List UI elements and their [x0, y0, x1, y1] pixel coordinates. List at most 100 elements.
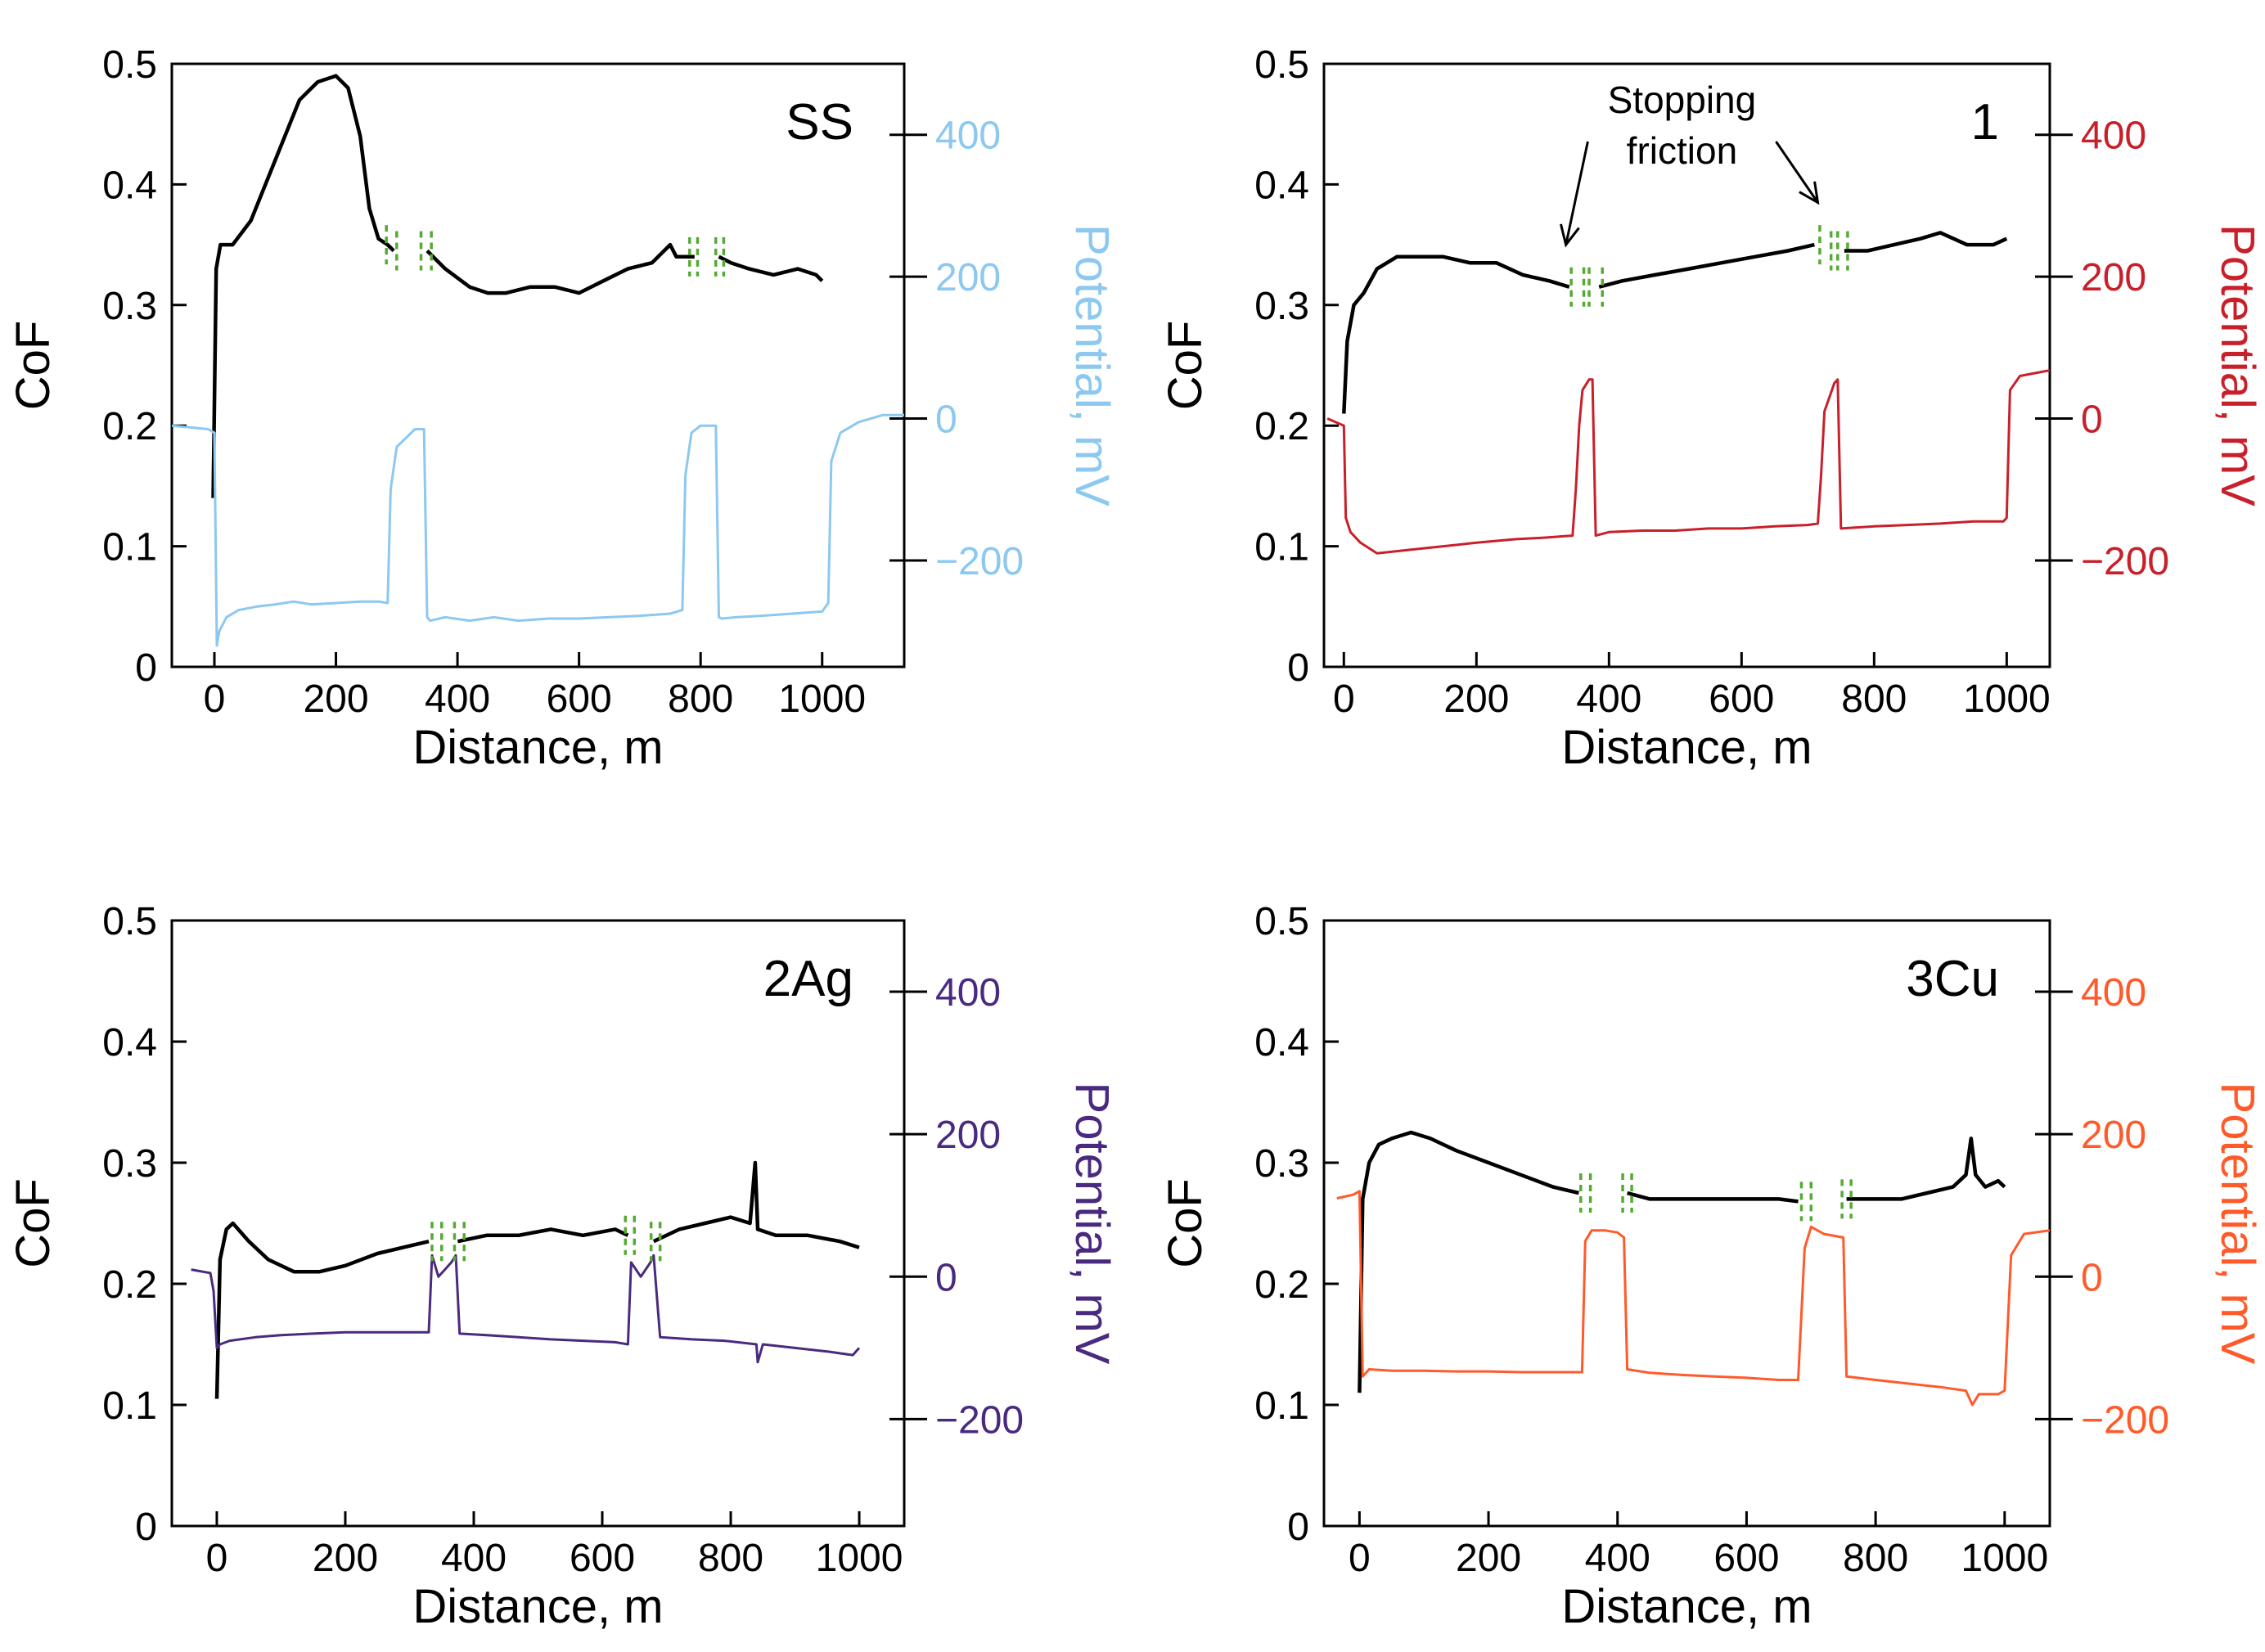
chart-1-y2tick-label: 200: [2081, 256, 2146, 299]
chart-0-panel-label: SS: [786, 94, 853, 151]
chart-0-y2label: Potential, mV: [1065, 224, 1119, 506]
chart-1-frame: [1322, 62, 2051, 668]
chart-0-xtick-label: 600: [547, 677, 612, 721]
chart-0-y2tick-label: 200: [935, 256, 1001, 299]
chart-0-potential-line: [172, 413, 904, 647]
chart-0-y2tick-label: −200: [935, 540, 1024, 583]
chart-0-xtick-label: 800: [668, 677, 733, 721]
chart-2-cof-line: [457, 1227, 629, 1244]
chart-3-ytick-label: 0: [1287, 1506, 1309, 1549]
chart-1-annotation-line2: friction: [1627, 129, 1737, 172]
chart-1-xtick-label: 600: [1709, 677, 1774, 721]
chart-0-y2tick-label: 0: [935, 398, 957, 442]
chart-3-panel-label: 3Cu: [1906, 951, 1999, 1007]
chart-0-xtick-label: 400: [425, 677, 490, 721]
chart-3-xtick-label: 600: [1713, 1537, 1779, 1580]
chart-3-xtick-label: 200: [1456, 1537, 1521, 1580]
chart-2-y2label: Potential, mV: [1065, 1083, 1119, 1365]
chart-3: 0 200 400 600 800 1000 0 0.1 0.2 0.3 0.4 0.5 −200 0 20…: [1159, 900, 2264, 1633]
chart-3-xtick-label: 800: [1843, 1537, 1908, 1580]
chart-3-ytick-label: 0.1: [1254, 1384, 1309, 1428]
chart-1-xtick-label: 400: [1576, 677, 1641, 721]
chart-3-xtick-label: 400: [1585, 1537, 1650, 1580]
chart-1-y2tick-label: −200: [2081, 540, 2169, 583]
chart-2-ytick-label: 0.4: [102, 1021, 157, 1065]
chart-2-y2tick-label: 400: [935, 971, 1001, 1015]
chart-1-annotation-arrow-right-head: [1799, 181, 1820, 205]
chart-0-ylabel: CoF: [7, 321, 60, 411]
chart-0-ytick-label: 0.4: [102, 164, 157, 207]
chart-2-panel-label: 2Ag: [763, 951, 853, 1007]
chart-2-ytick-label: 0.3: [102, 1142, 157, 1186]
chart-2-ytick-label: 0.5: [102, 900, 157, 943]
chart-1-cof-line: [1598, 242, 1815, 289]
chart-1-ytick-label: 0.2: [1254, 405, 1309, 448]
chart-1-potential-line: [1326, 369, 2050, 555]
chart-2-ylabel: CoF: [7, 1178, 60, 1268]
chart-2-xtick-label: 800: [698, 1537, 763, 1580]
chart-2-xtick-label: 400: [441, 1537, 507, 1580]
chart-1-panel-label: 1: [1971, 94, 1999, 151]
chart-1-ytick-label: 0.4: [1254, 164, 1309, 207]
chart-2-xtick-label: 0: [206, 1537, 228, 1580]
chart-1-xtick-label: 800: [1841, 677, 1907, 721]
chart-3-y2tick-label: −200: [2081, 1398, 2169, 1442]
chart-1-xlabel: Distance, m: [1561, 721, 1812, 774]
chart-1-ytick-label: 0: [1287, 646, 1309, 690]
chart-3-y2tick-label: 200: [2081, 1114, 2146, 1157]
chart-1-annotation-arrow-left: [1565, 141, 1589, 245]
chart-1-annotation-arrow-right: [1775, 141, 1819, 204]
chart-1-y2tick-label: 400: [2081, 115, 2146, 158]
chart-1-annotation-line1: Stopping: [1608, 79, 1757, 121]
chart-0: 0 200 400 600 800 1000 0 0.1 0.2 0.3 0.4 0.5 −200 0 20…: [7, 43, 1119, 774]
chart-3-ytick-label: 0.2: [1254, 1263, 1309, 1307]
chart-1-y2tick-label: 0: [2081, 398, 2103, 442]
chart-3-ytick-label: 0.4: [1254, 1021, 1309, 1065]
chart-0-cof-line: [211, 74, 395, 498]
chart-0-cof-line: [426, 242, 695, 295]
chart-2-xlabel: Distance, m: [412, 1580, 663, 1633]
chart-2-xtick-label: 1000: [816, 1537, 903, 1580]
chart-3-ytick-label: 0.5: [1254, 900, 1309, 943]
chart-3-cof-line: [1846, 1137, 2006, 1201]
chart-3-cof-line: [1627, 1191, 1799, 1204]
chart-1-ytick-label: 0.1: [1254, 526, 1309, 569]
chart-1-ytick-label: 0.5: [1254, 43, 1309, 87]
chart-3-cof-line: [1358, 1130, 1579, 1393]
chart-0-xtick-label: 0: [204, 677, 226, 721]
chart-2-ytick-label: 0.1: [102, 1384, 157, 1428]
chart-2-xtick-label: 200: [313, 1537, 378, 1580]
chart-1-annotation-arrow-left-head: [1560, 223, 1580, 248]
chart-3-xlabel: Distance, m: [1561, 1580, 1812, 1633]
chart-3-y2tick-label: 400: [2081, 971, 2146, 1015]
chart-0-ytick-label: 0: [135, 646, 157, 690]
chart-1-xtick-label: 1000: [1963, 677, 2051, 721]
chart-1-cof-line: [1844, 231, 2008, 253]
chart-2-y2tick-label: −200: [935, 1398, 1024, 1442]
chart-0-ytick-label: 0.5: [102, 43, 157, 87]
chart-1: 0 200 400 600 800 1000 0 0.1 0.2 0.3 0.4 0.5 −200 0 20…: [1159, 43, 2264, 774]
chart-2-ytick-label: 0: [135, 1506, 157, 1549]
chart-1-xtick-label: 0: [1333, 677, 1355, 721]
chart-2-cof-line: [214, 1221, 430, 1399]
chart-0-ytick-label: 0.1: [102, 526, 157, 569]
chart-0-frame: [170, 62, 906, 668]
chart-1-y2label: Potential, mV: [2211, 224, 2264, 506]
chart-0-cof-line: [718, 254, 824, 282]
chart-0-xtick-label: 1000: [778, 677, 866, 721]
chart-2-cof-line: [652, 1160, 860, 1249]
chart-3-ylabel: CoF: [1159, 1178, 1212, 1268]
chart-3-ytick-label: 0.3: [1254, 1142, 1309, 1186]
chart-0-xlabel: Distance, m: [412, 721, 663, 774]
chart-2-ytick-label: 0.2: [102, 1263, 157, 1307]
chart-3-frame: [1322, 919, 2051, 1528]
chart-1-cof-line: [1342, 254, 1570, 414]
chart-2-y2tick-label: 0: [935, 1256, 957, 1299]
chart-2-xtick-label: 600: [570, 1537, 635, 1580]
chart-2-y2tick-label: 200: [935, 1114, 1001, 1157]
chart-3-y2label: Potential, mV: [2211, 1083, 2264, 1365]
chart-2: 0 200 400 600 800 1000 0 0.1 0.2 0.3 0.4 0.5 −200 0 20…: [7, 900, 1119, 1633]
chart-3-y2tick-label: 0: [2081, 1256, 2103, 1299]
chart-1-xtick-label: 200: [1443, 677, 1509, 721]
